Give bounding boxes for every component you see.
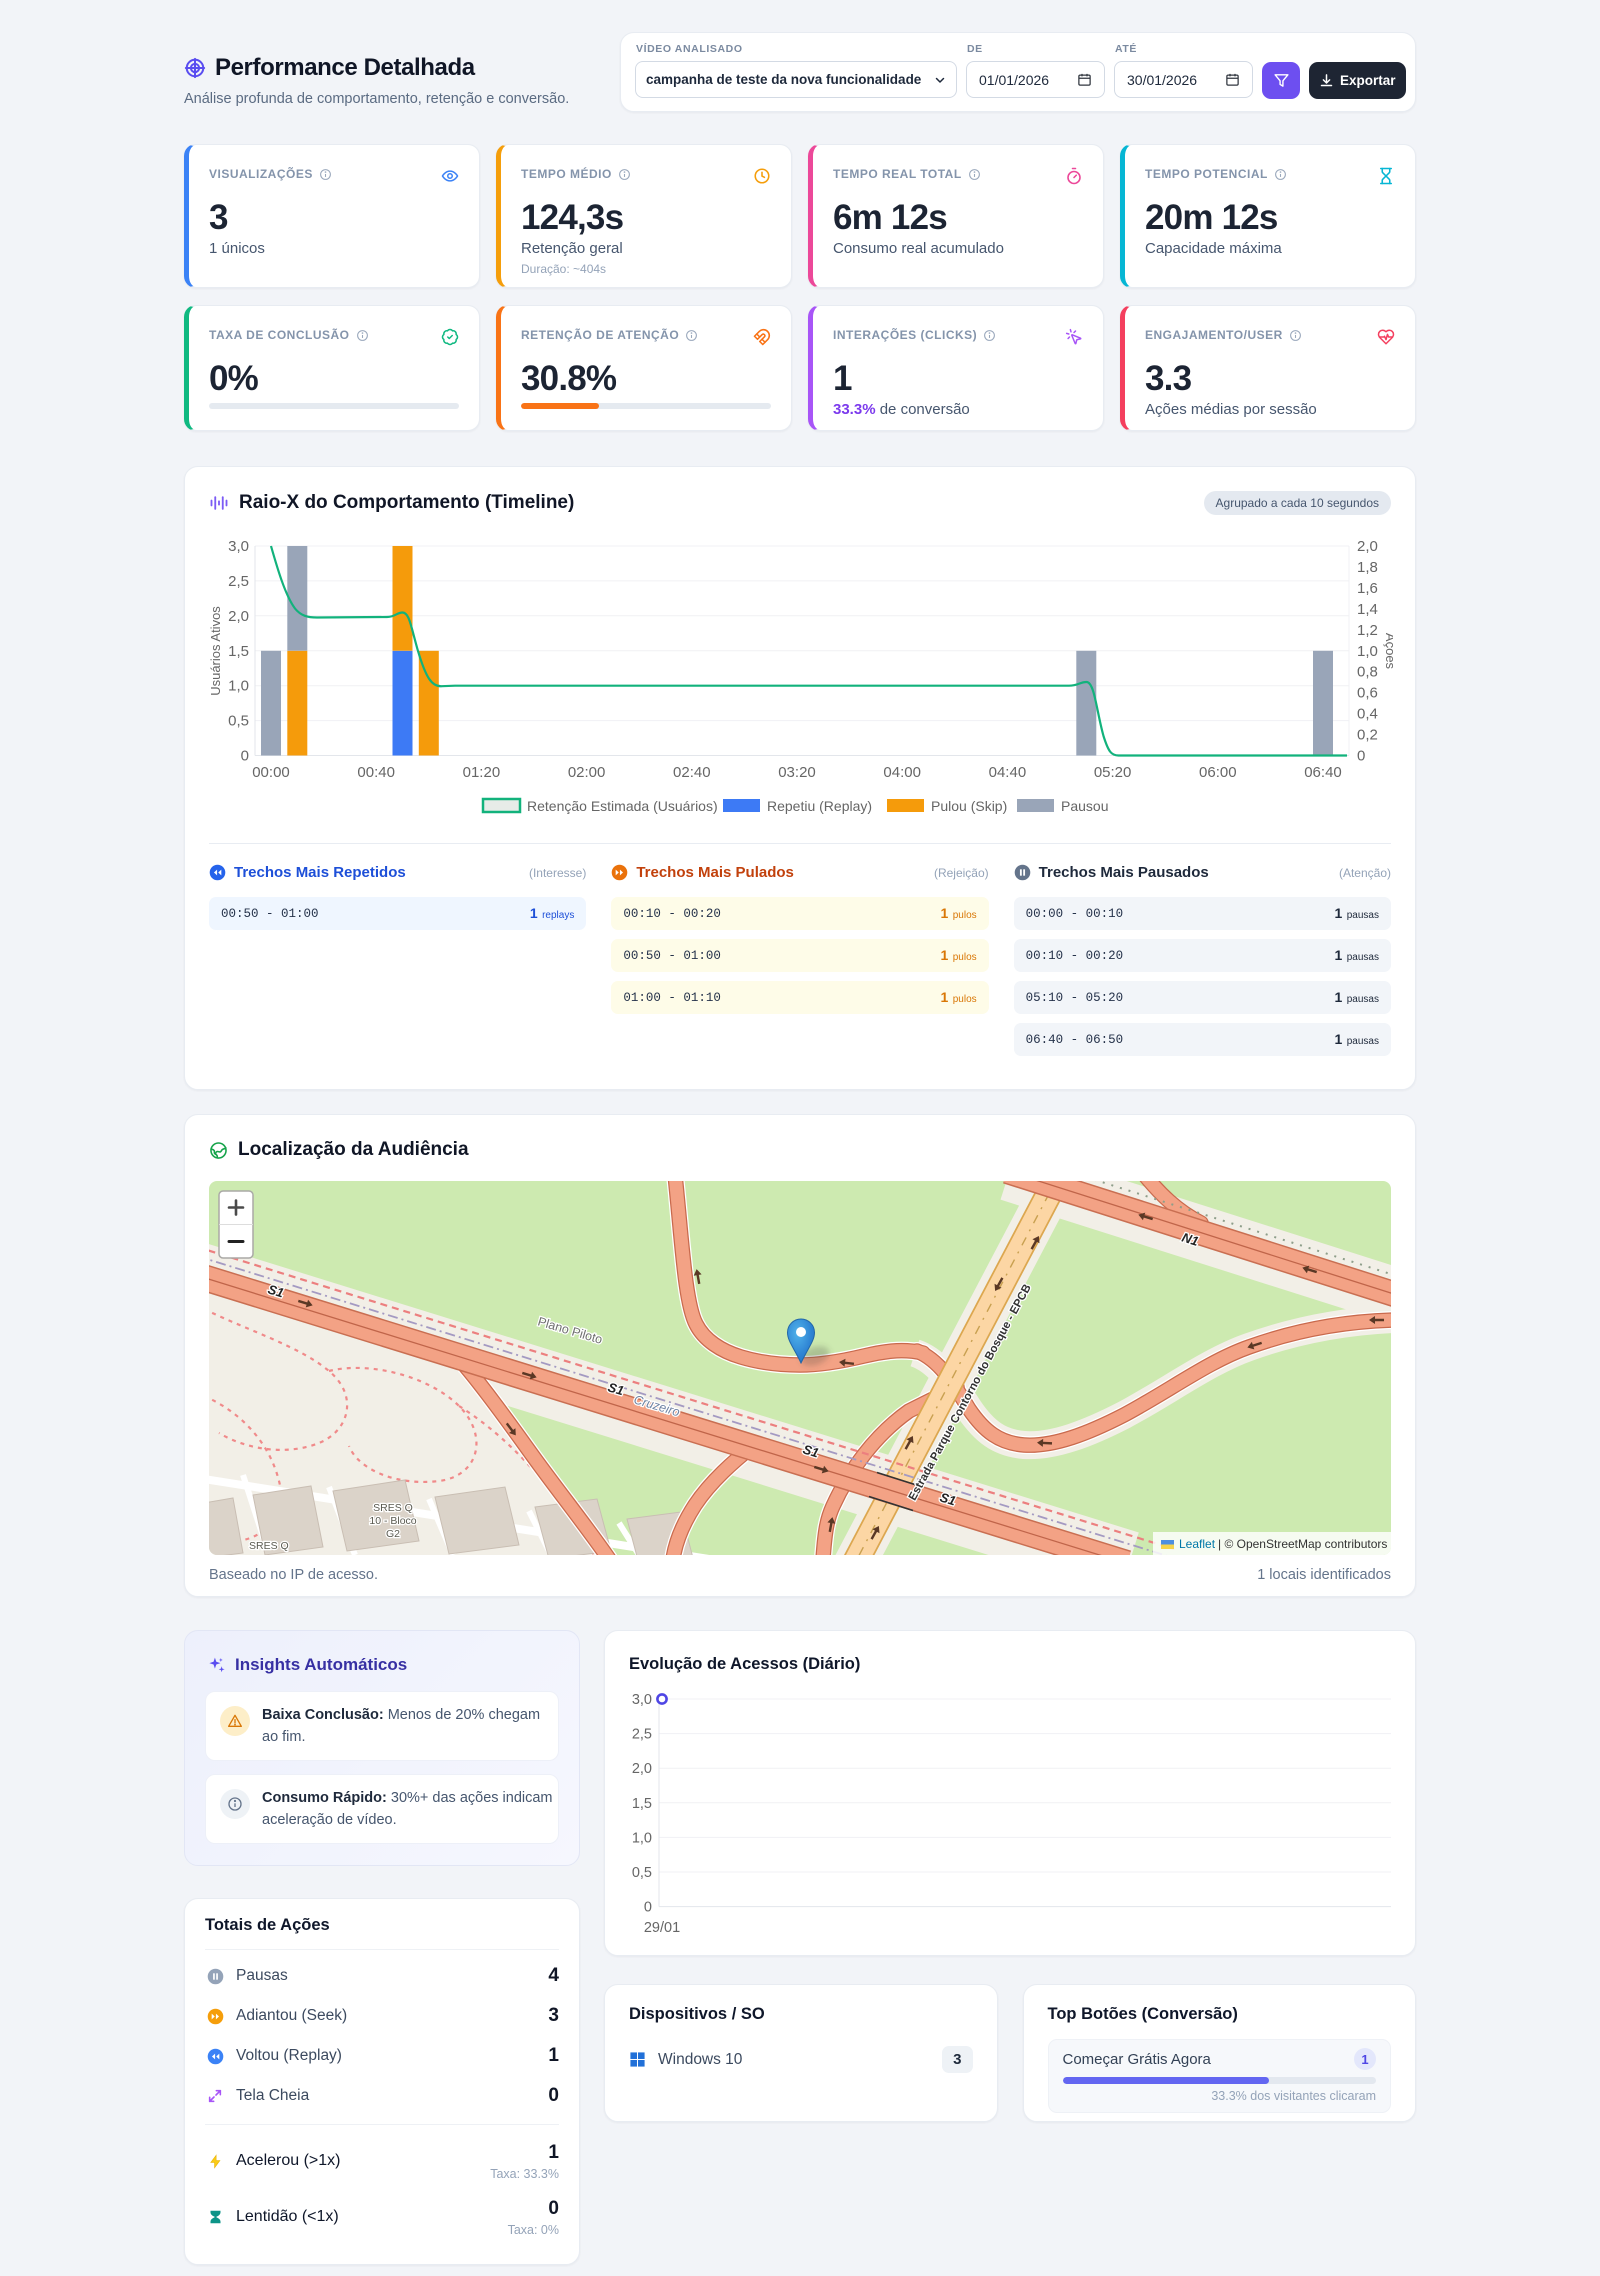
svg-text:2,5: 2,5 — [632, 1727, 652, 1743]
svg-text:SRES Q: SRES Q — [373, 1502, 413, 1514]
svg-text:0,5: 0,5 — [632, 1865, 652, 1881]
svg-text:01:20: 01:20 — [463, 764, 501, 781]
svg-text:0,8: 0,8 — [1357, 664, 1378, 681]
svg-text:S1: S1 — [801, 1442, 821, 1461]
svg-text:1,4: 1,4 — [1357, 601, 1378, 618]
svg-text:1,6: 1,6 — [1357, 580, 1378, 597]
svg-text:10 - Bloco: 10 - Bloco — [369, 1515, 416, 1527]
svg-text:Pausou: Pausou — [1061, 798, 1108, 814]
svg-text:04:40: 04:40 — [989, 764, 1027, 781]
svg-text:Repetiu (Replay): Repetiu (Replay) — [767, 798, 872, 814]
svg-text:S1: S1 — [938, 1490, 958, 1509]
svg-text:06:00: 06:00 — [1199, 764, 1237, 781]
svg-text:SRES Q: SRES Q — [249, 1540, 289, 1552]
svg-text:0,2: 0,2 — [1357, 727, 1378, 744]
svg-text:02:00: 02:00 — [568, 764, 606, 781]
svg-text:3,0: 3,0 — [632, 1692, 652, 1708]
svg-text:02:40: 02:40 — [673, 764, 711, 781]
svg-text:05:20: 05:20 — [1094, 764, 1132, 781]
svg-text:Ações: Ações — [1383, 633, 1393, 670]
svg-text:G2: G2 — [386, 1528, 400, 1540]
svg-text:1,5: 1,5 — [228, 643, 249, 660]
svg-text:00:00: 00:00 — [252, 764, 290, 781]
svg-text:0,4: 0,4 — [1357, 706, 1378, 723]
svg-text:Retenção Estimada (Usuários): Retenção Estimada (Usuários) — [527, 798, 718, 814]
svg-text:06:40: 06:40 — [1304, 764, 1342, 781]
svg-text:0,6: 0,6 — [1357, 685, 1378, 702]
svg-text:1,0: 1,0 — [1357, 643, 1378, 660]
svg-text:0: 0 — [1357, 748, 1365, 765]
svg-text:N1: N1 — [1180, 1230, 1200, 1249]
svg-text:1,0: 1,0 — [632, 1830, 652, 1846]
svg-text:| © OpenStreetMap contributors: | © OpenStreetMap contributors — [1218, 1537, 1387, 1551]
svg-text:S1: S1 — [606, 1379, 625, 1398]
svg-text:2,5: 2,5 — [228, 573, 249, 590]
svg-text:2,0: 2,0 — [1357, 538, 1378, 555]
svg-text:0,5: 0,5 — [228, 713, 249, 730]
svg-text:2,0: 2,0 — [632, 1761, 652, 1777]
svg-text:29/01: 29/01 — [644, 1920, 680, 1936]
svg-text:1,5: 1,5 — [632, 1796, 652, 1812]
svg-text:Leaflet: Leaflet — [1179, 1537, 1216, 1551]
svg-text:3,0: 3,0 — [228, 538, 249, 555]
svg-text:Usuários Ativos: Usuários Ativos — [209, 606, 223, 696]
svg-text:S1: S1 — [266, 1282, 286, 1301]
svg-text:00:40: 00:40 — [357, 764, 395, 781]
svg-text:0: 0 — [644, 1900, 652, 1916]
svg-text:0: 0 — [241, 748, 249, 765]
svg-text:03:20: 03:20 — [778, 764, 816, 781]
svg-text:04:00: 04:00 — [883, 764, 921, 781]
svg-text:1,2: 1,2 — [1357, 622, 1378, 639]
svg-text:1,0: 1,0 — [228, 678, 249, 695]
svg-text:Pulou (Skip): Pulou (Skip) — [931, 798, 1007, 814]
svg-text:2,0: 2,0 — [228, 608, 249, 625]
svg-text:1,8: 1,8 — [1357, 559, 1378, 576]
